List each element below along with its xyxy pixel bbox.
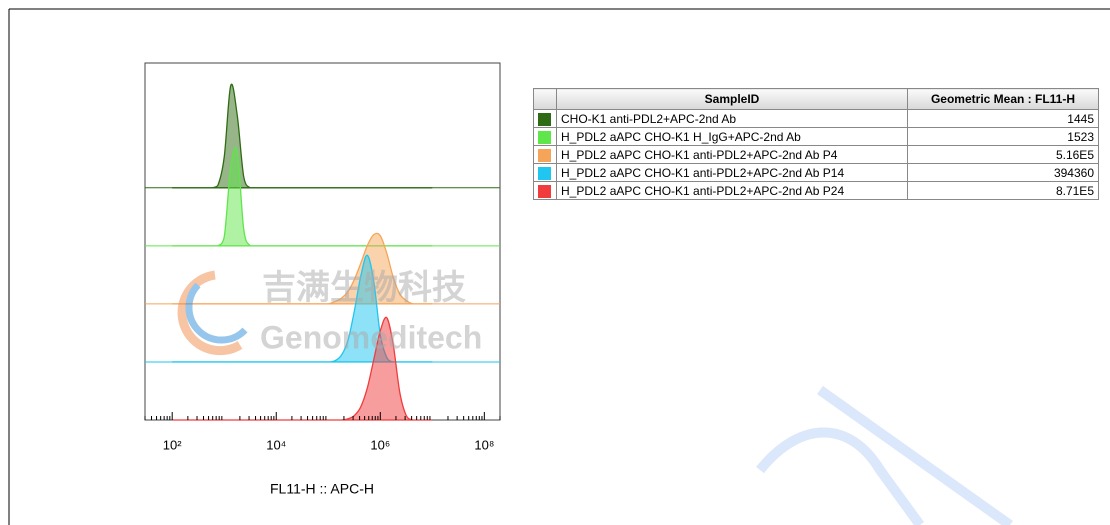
- logo: [177, 270, 243, 356]
- x-tick-label: 10⁶: [370, 437, 390, 452]
- plot-frame: [144, 62, 501, 421]
- legend-swatch: [538, 184, 551, 198]
- swatch-cell: [533, 163, 557, 182]
- header-cell: SampleID: [556, 88, 908, 110]
- legend-swatch: [538, 130, 551, 144]
- swatch-cell: [533, 127, 557, 146]
- table-row: H_PDL2 aAPC CHO-K1 H_IgG+APC-2nd Ab 1523: [533, 127, 1099, 146]
- geometric-mean: 1523: [907, 127, 1099, 146]
- sample-id: H_PDL2 aAPC CHO-K1 anti-PDL2+APC-2nd Ab …: [556, 145, 908, 164]
- header-row: SampleID Geometric Mean : FL11-H: [533, 88, 1099, 110]
- stats-table: SampleID Geometric Mean : FL11-H CHO-K1 …: [533, 88, 1099, 200]
- geometric-mean: 5.16E5: [907, 145, 1099, 164]
- swatch-cell: [533, 145, 557, 164]
- geometric-mean: 1445: [907, 109, 1099, 128]
- sample-id: H_PDL2 aAPC CHO-K1 H_IgG+APC-2nd Ab: [556, 127, 908, 146]
- legend-swatch: [538, 112, 551, 126]
- swatch-cell: [533, 109, 557, 128]
- table-row: CHO-K1 anti-PDL2+APC-2nd Ab 1445: [533, 109, 1099, 128]
- x-tick-label: 10⁴: [266, 437, 286, 452]
- sample-id: H_PDL2 aAPC CHO-K1 anti-PDL2+APC-2nd Ab …: [556, 163, 908, 182]
- x-tick-label: 10²: [163, 437, 182, 452]
- histogram: [172, 83, 433, 189]
- table-row: H_PDL2 aAPC CHO-K1 anti-PDL2+APC-2nd Ab …: [533, 163, 1099, 182]
- sample-id: CHO-K1 anti-PDL2+APC-2nd Ab: [556, 109, 908, 128]
- header-cell: [533, 88, 557, 110]
- legend-swatch: [538, 166, 551, 180]
- plot: [145, 83, 500, 421]
- x-axis-label: FL11-H :: APC-H: [270, 481, 374, 497]
- header-cell: Geometric Mean : FL11-H: [907, 88, 1099, 110]
- histogram: [172, 146, 433, 247]
- swatch-cell: [533, 181, 557, 200]
- x-tick-label: 10⁸: [474, 437, 494, 452]
- table-row: H_PDL2 aAPC CHO-K1 anti-PDL2+APC-2nd Ab …: [533, 181, 1099, 200]
- watermark-text: 吉满生物科技: [262, 269, 466, 307]
- geometric-mean: 8.71E5: [907, 181, 1099, 200]
- watermark-text: Genomeditech: [260, 319, 482, 355]
- logo: [185, 282, 248, 344]
- legend-swatch: [538, 148, 551, 162]
- watermark: 吉满生物科技 Genomeditech: [177, 269, 482, 356]
- geometric-mean: 394360: [907, 163, 1099, 182]
- decoration: [756, 385, 1013, 525]
- x-axis: 10² 10⁴ 10⁶ 10⁸: [144, 412, 501, 452]
- sample-id: H_PDL2 aAPC CHO-K1 anti-PDL2+APC-2nd Ab …: [556, 181, 908, 200]
- table-row: H_PDL2 aAPC CHO-K1 anti-PDL2+APC-2nd Ab …: [533, 145, 1099, 164]
